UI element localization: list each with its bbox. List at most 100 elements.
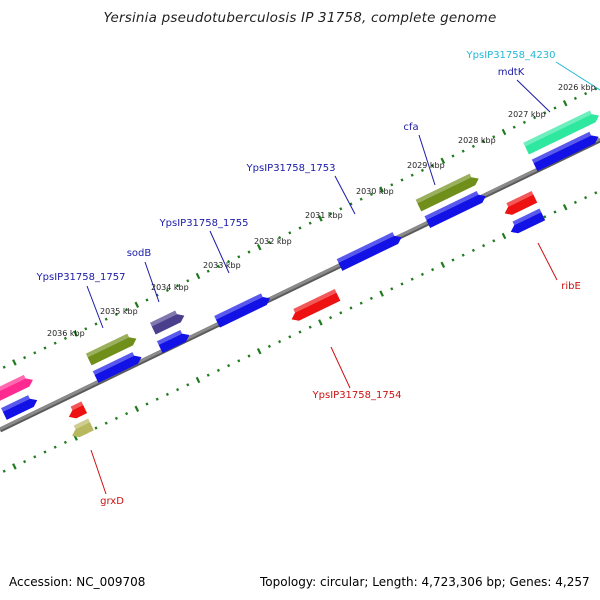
gene-arrow[interactable] bbox=[291, 289, 341, 321]
minor-tick bbox=[216, 368, 220, 373]
major-tick bbox=[379, 290, 384, 297]
gene-arrow-body bbox=[87, 337, 137, 366]
minor-tick bbox=[165, 392, 169, 397]
gene-label[interactable]: YpsIP31758_4230 bbox=[466, 50, 556, 61]
major-tick bbox=[318, 319, 323, 326]
gene-arrow-top bbox=[214, 293, 263, 320]
gene-arrow-top bbox=[0, 374, 26, 391]
gene-leader-line bbox=[418, 134, 436, 186]
major-tick bbox=[379, 186, 384, 193]
gene-arrow[interactable] bbox=[72, 418, 94, 438]
minor-tick bbox=[482, 139, 486, 144]
minor-tick bbox=[53, 445, 57, 449]
minor-tick bbox=[308, 221, 312, 225]
gene-arrow-top bbox=[92, 352, 135, 375]
minor-tick bbox=[237, 359, 241, 363]
minor-tick bbox=[584, 195, 588, 200]
gene-arrow-top bbox=[523, 110, 592, 147]
minor-tick bbox=[2, 365, 6, 369]
minor-tick bbox=[267, 344, 271, 349]
major-tick bbox=[12, 359, 17, 366]
gene-arrow[interactable] bbox=[156, 329, 190, 354]
minor-tick bbox=[492, 135, 496, 139]
minor-tick bbox=[584, 91, 588, 96]
gene-arrow-top bbox=[70, 401, 84, 411]
minor-tick bbox=[288, 335, 292, 339]
gene-label[interactable]: ribE bbox=[561, 281, 581, 292]
gene-arrow[interactable] bbox=[336, 232, 402, 271]
major-tick bbox=[134, 301, 140, 308]
minor-tick bbox=[573, 200, 577, 205]
gene-arrow[interactable] bbox=[510, 208, 546, 234]
gene-label[interactable]: grxD bbox=[100, 496, 124, 507]
tick-label: 2033 kbp bbox=[203, 261, 241, 270]
gene-leader-line bbox=[330, 346, 351, 389]
minor-tick bbox=[114, 312, 118, 317]
gene-arrow[interactable] bbox=[531, 131, 599, 172]
minor-tick bbox=[216, 264, 220, 269]
minor-tick bbox=[594, 87, 598, 91]
gene-label[interactable]: YpsIP31758_1753 bbox=[246, 163, 336, 174]
gene-features bbox=[0, 110, 600, 438]
minor-tick bbox=[349, 306, 353, 310]
gene-arrow[interactable] bbox=[85, 333, 137, 366]
minor-tick bbox=[104, 421, 108, 425]
minor-tick bbox=[84, 327, 88, 331]
minor-tick bbox=[329, 211, 333, 216]
gene-leader-line bbox=[334, 175, 356, 215]
genome-summary-text: Topology: circular; Length: 4,723,306 bp… bbox=[260, 575, 590, 589]
minor-tick bbox=[23, 355, 27, 360]
minor-tick bbox=[359, 197, 363, 201]
minor-tick bbox=[104, 317, 108, 321]
minor-tick bbox=[227, 259, 231, 264]
gene-label[interactable]: YpsIP31758_1754 bbox=[312, 390, 402, 401]
minor-tick bbox=[410, 277, 414, 281]
major-tick bbox=[440, 261, 446, 268]
gene-arrow[interactable] bbox=[92, 352, 142, 383]
gene-arrow[interactable] bbox=[214, 293, 271, 328]
tick-label: 2029 kbp bbox=[407, 161, 445, 170]
minor-tick bbox=[2, 469, 6, 473]
minor-tick bbox=[125, 307, 129, 312]
major-tick bbox=[501, 232, 507, 240]
tick-label: 2026 kbp bbox=[558, 83, 596, 92]
gene-label[interactable]: sodB bbox=[127, 248, 152, 259]
gene-arrow[interactable] bbox=[149, 310, 185, 335]
gene-arrow[interactable] bbox=[68, 401, 88, 419]
gene-arrow-body bbox=[151, 314, 185, 335]
minor-tick bbox=[267, 240, 271, 245]
gene-arrow[interactable] bbox=[523, 110, 600, 155]
minor-tick bbox=[359, 301, 363, 305]
minor-tick bbox=[400, 178, 404, 182]
minor-tick bbox=[461, 253, 465, 257]
gene-label[interactable]: cfa bbox=[403, 122, 418, 133]
gene-arrow[interactable] bbox=[1, 395, 38, 420]
gene-arrow[interactable] bbox=[504, 190, 538, 215]
minor-tick bbox=[431, 267, 435, 272]
gene-leader-line bbox=[537, 242, 558, 281]
gene-arrow[interactable] bbox=[424, 191, 486, 228]
gene-label[interactable]: YpsIP31758_1757 bbox=[36, 272, 126, 283]
gene-label[interactable]: mdtK bbox=[498, 67, 525, 78]
gene-arrow-body bbox=[510, 212, 546, 234]
gene-arrow-top bbox=[85, 333, 130, 358]
minor-tick bbox=[390, 287, 394, 291]
minor-tick bbox=[186, 383, 190, 387]
minor-tick bbox=[390, 183, 394, 187]
minor-tick bbox=[206, 373, 210, 377]
gene-label[interactable]: YpsIP31758_1755 bbox=[159, 218, 249, 229]
gene-arrow[interactable] bbox=[0, 374, 33, 402]
inner-tick-ring bbox=[2, 191, 598, 473]
tick-label: 2036 kbp bbox=[47, 329, 85, 338]
gene-leader-line bbox=[86, 285, 104, 329]
gene-arrow-body bbox=[2, 398, 38, 420]
minor-tick bbox=[125, 411, 129, 416]
minor-tick bbox=[176, 387, 180, 392]
tick-label: 2035 kbp bbox=[100, 307, 138, 316]
tick-labels: 2026 kbp 2027 kbp 2028 kbp 2029 kbp 2030 kbp… bbox=[47, 83, 596, 338]
gene-arrow-top bbox=[149, 310, 177, 327]
gene-arrow[interactable] bbox=[415, 173, 479, 212]
minor-tick bbox=[451, 154, 455, 158]
gene-leader-line bbox=[555, 61, 600, 91]
